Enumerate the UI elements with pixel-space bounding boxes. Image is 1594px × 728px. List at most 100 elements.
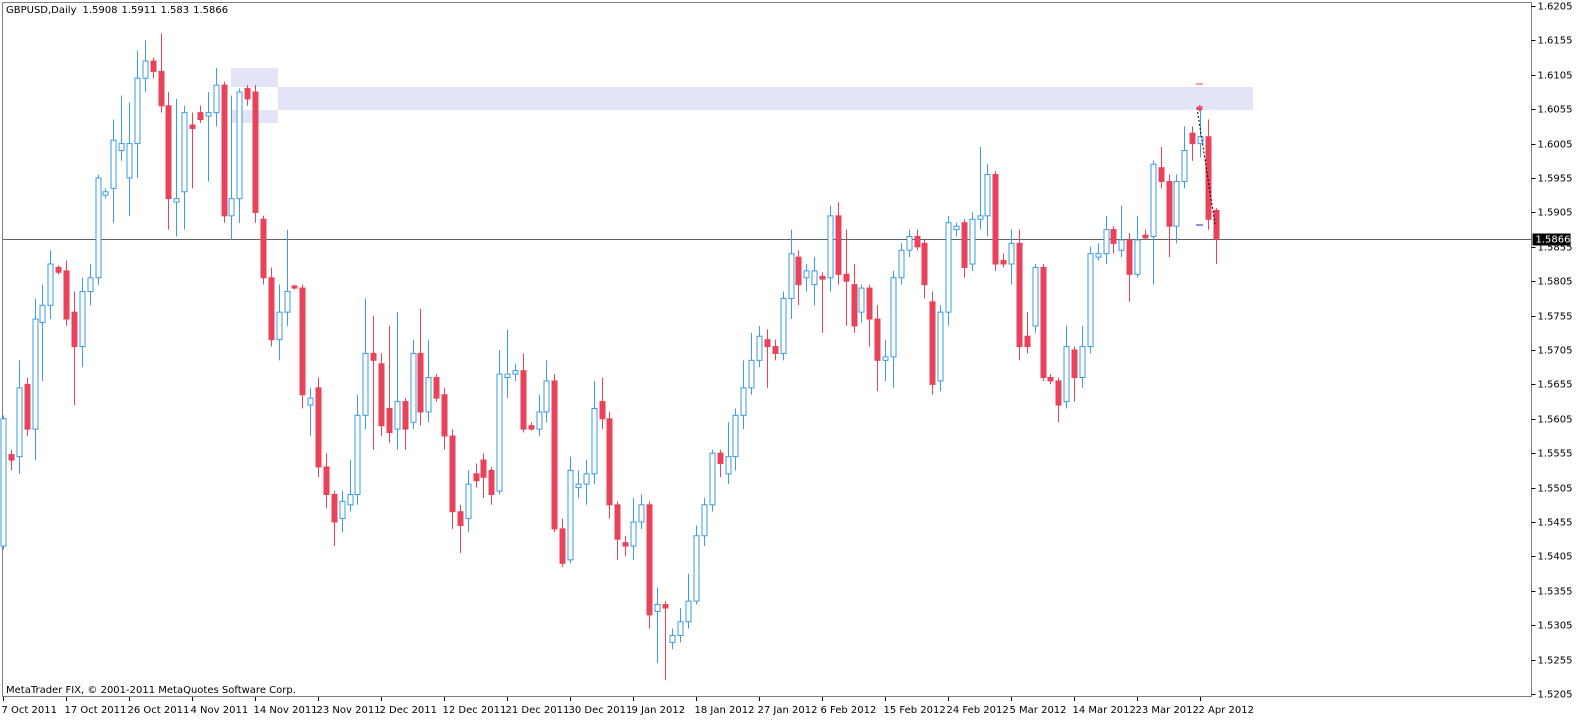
candle-body [654, 604, 661, 612]
candle-body [465, 483, 472, 520]
candle-body [1158, 167, 1165, 182]
candle-body [520, 370, 527, 430]
candle-body [953, 225, 960, 231]
candle-body [457, 511, 464, 526]
resistance-zone-upper [231, 68, 278, 87]
candle-body [39, 304, 46, 323]
candle-body [236, 91, 243, 200]
candle-body [622, 542, 629, 547]
x-tick-label: 18 Jan 2012 [695, 705, 755, 716]
candle-body [1134, 239, 1141, 275]
candle-body [1103, 229, 1110, 255]
candle-body [725, 456, 732, 475]
candle-body [173, 198, 180, 203]
x-tick-label: 21 Dec 2011 [506, 705, 570, 716]
x-tick-label: 9 Jan 2012 [632, 705, 686, 716]
x-tick-label: 23 Nov 2011 [317, 705, 381, 716]
y-tick-label: 1.6005 [1538, 140, 1573, 151]
x-tick-label: 30 Dec 2011 [569, 705, 633, 716]
x-tick-label: 23 Mar 2012 [1136, 705, 1199, 716]
candle-body [1142, 234, 1149, 239]
candle-body [118, 143, 125, 151]
symbol: GBPUSD,Daily [6, 5, 77, 16]
candle-body [1197, 136, 1204, 145]
candle-body [756, 335, 763, 361]
candle-body [1079, 346, 1086, 379]
chart-title: GBPUSD,Daily 1.5908 1.5911 1.583 1.5866 [6, 5, 228, 16]
candle-body [630, 521, 637, 547]
candle-body [291, 285, 298, 289]
candle-body [795, 256, 802, 286]
candle-body [95, 177, 102, 279]
candle-body [79, 291, 86, 348]
zone-drawings [231, 68, 1253, 123]
candle-body [417, 352, 424, 413]
candle-body [551, 380, 558, 530]
y-tick-label: 1.5455 [1538, 518, 1573, 529]
candle-body [24, 383, 31, 430]
candle-body [898, 249, 905, 279]
candle-body [559, 528, 566, 564]
last-close: 1.5866 [193, 5, 228, 16]
x-tick-label: 26 Oct 2011 [128, 705, 190, 716]
candle-body [1047, 377, 1054, 382]
candle-body [354, 414, 361, 495]
candle-body [929, 301, 936, 385]
candle-body [906, 235, 913, 251]
candle-body [1213, 209, 1220, 240]
candle-body [866, 287, 873, 320]
y-tick-label: 1.5405 [1538, 552, 1573, 563]
candle-body [268, 277, 275, 341]
candle-body [252, 91, 259, 213]
candle-body [315, 387, 322, 468]
candle-body [504, 373, 511, 379]
candle-body [543, 380, 550, 413]
candle-body [189, 124, 196, 129]
candle-body [347, 493, 354, 506]
candle-body [528, 425, 535, 430]
price-label: 1.5866 [1536, 235, 1571, 246]
candle-body [1087, 253, 1094, 348]
axes: 1.6205 1.6155 1.6105 1.6055 1.6005 1.5955 1.59… [2, 2, 1573, 717]
last-open: 1.5908 [83, 5, 118, 16]
candle-body [512, 370, 519, 375]
candle-body [780, 297, 787, 354]
candle-body [394, 401, 401, 430]
candle-body [1181, 149, 1188, 182]
y-tick-label: 1.6205 [1538, 2, 1573, 13]
candle-body [370, 352, 377, 361]
candle-body [1024, 335, 1031, 348]
price-box [1532, 233, 1571, 246]
candle-body [614, 504, 621, 540]
trade-line [1196, 107, 1216, 225]
y-tick-label: 1.5755 [1538, 312, 1573, 323]
candle-body [134, 77, 141, 145]
x-tick-label: 15 Feb 2012 [884, 705, 946, 716]
candle-body [1110, 229, 1117, 244]
candle-body [685, 600, 692, 623]
candle-body [992, 174, 999, 265]
candle-body [378, 363, 385, 427]
candle-body [205, 112, 212, 117]
candle-body [969, 218, 976, 265]
candle-body [213, 84, 220, 114]
candle-body [709, 452, 716, 506]
candle-body [1126, 239, 1133, 275]
y-tick-label: 1.5205 [1538, 690, 1573, 701]
candle-body [1040, 266, 1047, 379]
candle-body [1071, 349, 1078, 379]
candle-body [165, 105, 172, 200]
y-tick-label: 1.6105 [1538, 71, 1573, 82]
candle-body [819, 275, 826, 280]
candle-body [244, 88, 251, 100]
candle-body [339, 500, 346, 520]
candle-body [323, 466, 330, 495]
candle-body [362, 352, 369, 416]
candle-body [890, 277, 897, 358]
candle-body [71, 311, 78, 348]
candle-body [606, 418, 613, 506]
candle-body [984, 174, 991, 217]
candle-body [126, 143, 133, 179]
candle-body [921, 242, 928, 286]
